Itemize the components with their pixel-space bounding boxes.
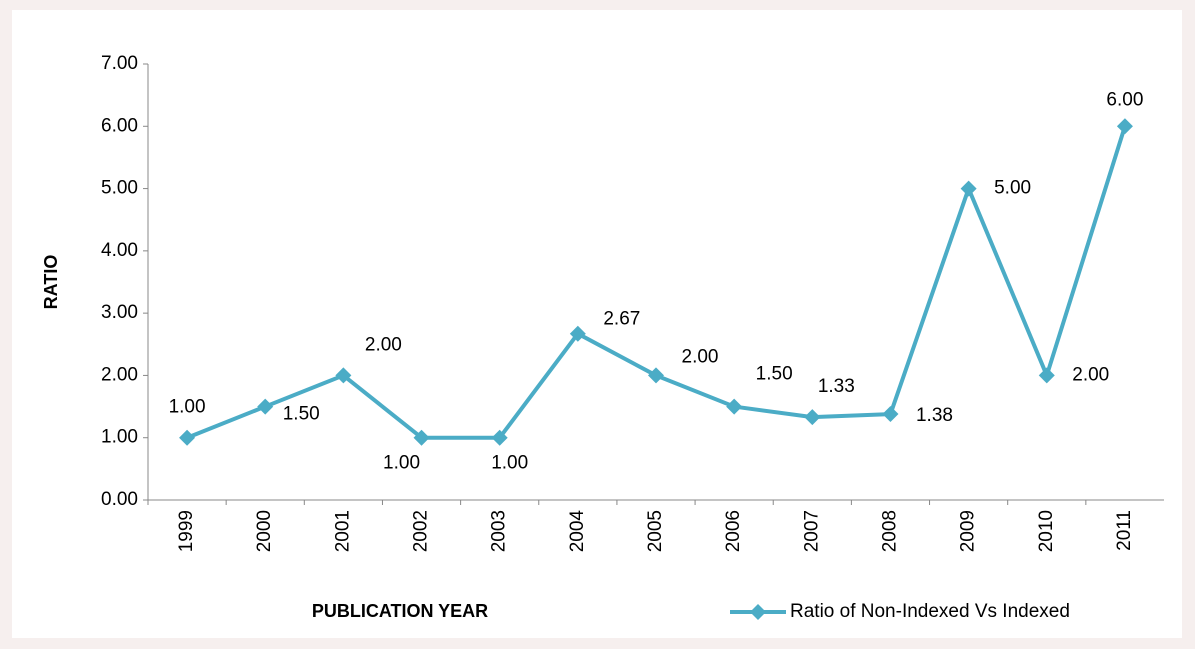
data-label: 1.00: [383, 453, 420, 474]
x-tick-label: 2009: [958, 510, 979, 552]
x-axis-label: PUBLICATION YEAR: [312, 601, 488, 621]
legend-marker: [750, 604, 766, 620]
y-tick-label: 4.00: [101, 240, 138, 261]
y-tick-label: 7.00: [101, 53, 138, 74]
y-tick-label: 0.00: [101, 489, 138, 510]
data-label: 1.50: [283, 404, 320, 425]
marker: [804, 409, 821, 426]
data-label: 1.00: [491, 453, 528, 474]
marker: [960, 180, 977, 197]
marker: [491, 429, 508, 446]
y-tick-label: 1.00: [101, 427, 138, 448]
x-tick-label: 2008: [879, 510, 900, 552]
marker: [335, 367, 352, 384]
marker: [882, 406, 899, 423]
x-tick-label: 2005: [645, 510, 666, 552]
data-label: 1.00: [169, 397, 206, 418]
x-tick-label: 1999: [176, 510, 197, 552]
marker: [1038, 367, 1055, 384]
data-label: 2.00: [682, 346, 719, 367]
data-label: 1.33: [818, 376, 855, 397]
chart-area: [12, 10, 1182, 638]
x-tick-label: 2003: [489, 510, 510, 552]
marker: [413, 429, 430, 446]
x-tick-label: 2006: [723, 510, 744, 552]
marker: [257, 398, 274, 415]
x-tick-label: 2001: [332, 510, 353, 552]
marker: [179, 429, 196, 446]
data-label: 1.50: [756, 364, 793, 385]
marker: [726, 398, 743, 415]
data-label: 2.00: [1072, 364, 1109, 385]
data-label: 5.00: [994, 178, 1031, 199]
y-tick-label: 3.00: [101, 302, 138, 323]
x-tick-label: 2004: [567, 510, 588, 553]
data-label: 6.00: [1106, 89, 1143, 110]
x-tick-label: 2010: [1036, 510, 1057, 552]
marker: [569, 325, 586, 342]
x-tick-label: 2011: [1114, 510, 1135, 551]
marker: [648, 367, 664, 384]
y-axis-label: RATIO: [41, 255, 61, 310]
y-tick-label: 5.00: [101, 178, 138, 199]
data-label: 1.38: [916, 405, 953, 426]
y-tick-label: 2.00: [101, 364, 138, 385]
x-tick-label: 2000: [254, 510, 275, 552]
data-label: 2.67: [603, 309, 640, 330]
marker: [1116, 118, 1133, 135]
x-tick-label: 2002: [411, 510, 432, 552]
legend-label: Ratio of Non-Indexed Vs Indexed: [790, 601, 1070, 622]
x-tick-label: 2007: [801, 510, 822, 552]
data-label: 2.00: [365, 334, 402, 355]
y-tick-label: 6.00: [101, 115, 138, 136]
